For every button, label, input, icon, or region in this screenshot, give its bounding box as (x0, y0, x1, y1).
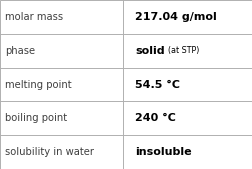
Text: 217.04 g/mol: 217.04 g/mol (135, 12, 216, 22)
Text: insoluble: insoluble (135, 147, 191, 157)
Text: solid: solid (135, 46, 164, 56)
Text: boiling point: boiling point (5, 113, 67, 123)
Text: (at STP): (at STP) (167, 46, 198, 55)
Text: 54.5 °C: 54.5 °C (135, 79, 180, 90)
Text: phase: phase (5, 46, 35, 56)
Text: 240 °C: 240 °C (135, 113, 176, 123)
Text: molar mass: molar mass (5, 12, 63, 22)
Text: melting point: melting point (5, 79, 71, 90)
Text: solubility in water: solubility in water (5, 147, 94, 157)
